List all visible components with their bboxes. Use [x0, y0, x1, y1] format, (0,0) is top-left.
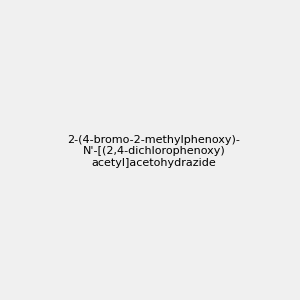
Text: 2-(4-bromo-2-methylphenoxy)-
N'-[(2,4-dichlorophenoxy)
acetyl]acetohydrazide: 2-(4-bromo-2-methylphenoxy)- N'-[(2,4-di…: [67, 135, 240, 168]
